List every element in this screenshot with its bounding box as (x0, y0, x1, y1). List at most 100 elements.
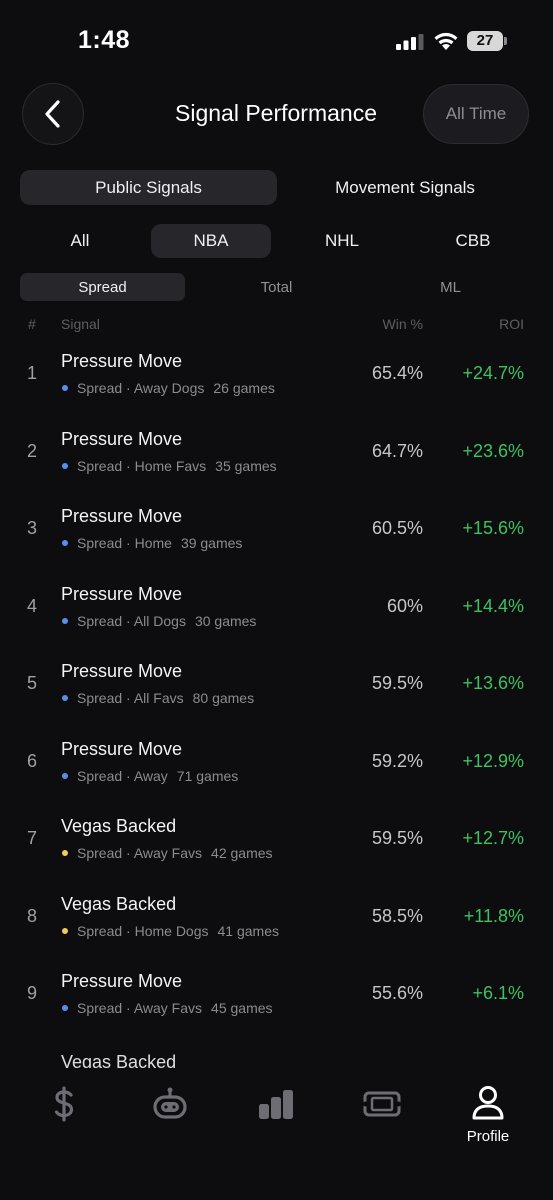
row-rank: 3 (27, 518, 38, 538)
tab-bet-spread[interactable]: Spread (20, 273, 185, 301)
signal-meta: Spread · Away 71 games (61, 768, 238, 784)
column-header-win: Win % (382, 316, 423, 332)
bottom-tab-bar: Profile (0, 1068, 553, 1200)
tab-bar-stats[interactable] (236, 1084, 316, 1164)
signal-category: Spread · Away Dogs (77, 380, 205, 396)
signal-dot-icon (62, 927, 68, 934)
signal-dot-icon (62, 850, 68, 856)
tab-bar-dollar[interactable] (24, 1084, 104, 1164)
signal-dot-icon (62, 540, 68, 546)
tab-bar-profile-label: Profile (466, 1128, 510, 1145)
roi-value: +23.6% (462, 440, 524, 461)
tab-bar-tickets[interactable] (342, 1084, 422, 1164)
tab-league-nhl[interactable]: NHL (324, 231, 359, 250)
time-filter-button[interactable]: All Time (423, 84, 529, 144)
table-row-1[interactable]: 1 Pressure Move Spread · Away Dogs 26 ga… (0, 339, 553, 416)
ticket-icon (363, 1091, 401, 1117)
status-time: 1:48 (78, 26, 131, 54)
partial-signal-name: Vegas Backed (61, 1052, 177, 1072)
win-percentage: 60% (386, 595, 423, 616)
signal-name: Pressure Move (61, 971, 183, 991)
tab-public-signals[interactable]: Public Signals (20, 170, 277, 205)
table-row-3[interactable]: 3 Pressure Move Spread · Home 39 games 6… (0, 494, 553, 571)
table-row-9[interactable]: 9 Pressure Move Spread · Away Favs 45 ga… (0, 959, 553, 1036)
cellular-signal-icon (396, 34, 424, 50)
row-rank: 7 (27, 828, 38, 848)
column-header-signal: Signal (61, 316, 100, 332)
battery-indicator: 27 (467, 31, 507, 51)
status-bar: 1:48 27 (0, 0, 553, 80)
wifi-icon (434, 32, 458, 50)
win-percentage: 60.5% (371, 518, 423, 538)
signal-category: Spread · Away Favs (77, 845, 203, 861)
roi-value: +11.8% (463, 905, 524, 926)
back-button[interactable] (22, 83, 84, 145)
roi-value: +13.6% (462, 673, 524, 693)
win-percentage: 58.5% (371, 905, 423, 926)
tab-bet-total[interactable]: Total (260, 278, 293, 296)
signal-category: Spread · All Favs (77, 690, 184, 706)
roi-value: +6.1% (472, 983, 524, 1003)
row-rank: 1 (27, 363, 38, 383)
roi-value: +15.6% (462, 518, 524, 538)
win-percentage: 64.7% (371, 440, 423, 461)
signal-games: 39 games (180, 535, 243, 551)
column-header-roi: ROI (499, 316, 524, 332)
signal-dot-icon (62, 617, 68, 624)
signal-meta: Spread · Away Favs 42 games (61, 845, 273, 861)
tab-bar-robot[interactable] (130, 1084, 210, 1164)
row-rank: 6 (27, 750, 38, 771)
signal-meta: Spread · Away Dogs 26 games (61, 380, 275, 396)
win-percentage: 65.4% (371, 363, 423, 383)
signal-name: Pressure Move (61, 428, 183, 449)
signal-games: 42 games (211, 845, 273, 861)
signal-meta: Spread · Away Favs 45 games (61, 1000, 273, 1016)
signal-meta: Spread · All Favs 80 games (61, 690, 254, 706)
signal-meta: Spread · Home Favs 35 games (61, 458, 277, 474)
signal-name: Vegas Backed (61, 816, 177, 836)
column-header-rank: # (28, 316, 36, 332)
signal-name: Vegas Backed (61, 893, 177, 914)
table-row-7[interactable]: 7 Vegas Backed Spread · Away Favs 42 gam… (0, 804, 553, 881)
signal-dot-icon (62, 772, 68, 779)
signal-games: 80 games (192, 690, 255, 706)
win-percentage: 55.6% (371, 983, 423, 1003)
signal-games: 35 games (215, 457, 277, 474)
row-rank: 2 (27, 440, 38, 461)
tab-bar-profile[interactable]: Profile (448, 1084, 528, 1164)
signal-dot-icon (62, 462, 68, 469)
tab-bet-ml[interactable]: ML (440, 278, 461, 296)
signal-meta: Spread · All Dogs 30 games (61, 613, 256, 629)
table-row-4[interactable]: 4 Pressure Move Spread · All Dogs 30 gam… (0, 572, 553, 649)
signal-games: 30 games (194, 612, 257, 629)
row-rank: 9 (27, 983, 38, 1003)
roi-value: +14.4% (462, 595, 524, 616)
table-row-2[interactable]: 2 Pressure Move Spread · Home Favs 35 ga… (0, 417, 553, 494)
tab-league-nba[interactable]: NBA (151, 224, 271, 258)
battery-body (467, 31, 503, 51)
page-title: Signal Performance (175, 100, 377, 126)
tab-movement-signals[interactable]: Movement Signals (335, 177, 475, 197)
row-rank: 4 (27, 595, 38, 616)
signal-dot-icon (62, 1005, 68, 1011)
table-row-5[interactable]: 5 Pressure Move Spread · All Favs 80 gam… (0, 649, 553, 726)
chevron-left-icon (45, 100, 60, 128)
roi-value: +12.7% (462, 828, 524, 848)
signal-dot-icon (62, 695, 68, 701)
signal-name: Pressure Move (61, 506, 183, 526)
table-row-8[interactable]: 8 Vegas Backed Spread · Home Dogs 41 gam… (0, 882, 553, 959)
signal-category: Spread · Away (77, 767, 168, 784)
signal-name: Pressure Move (61, 583, 183, 604)
signal-dot-icon (62, 385, 68, 391)
table-row-6[interactable]: 6 Pressure Move Spread · Away 71 games 5… (0, 727, 553, 804)
signal-games: 45 games (211, 1000, 273, 1016)
robot-icon (153, 1087, 187, 1119)
signal-meta: Spread · Home 39 games (61, 535, 242, 551)
signal-games: 71 games (176, 767, 239, 784)
dollar-icon (54, 1086, 74, 1122)
tab-league-cbb[interactable]: CBB (455, 231, 491, 250)
signal-category: Spread · Home (77, 535, 172, 551)
roi-value: +12.9% (462, 750, 524, 771)
tab-league-all[interactable]: All (70, 231, 90, 250)
